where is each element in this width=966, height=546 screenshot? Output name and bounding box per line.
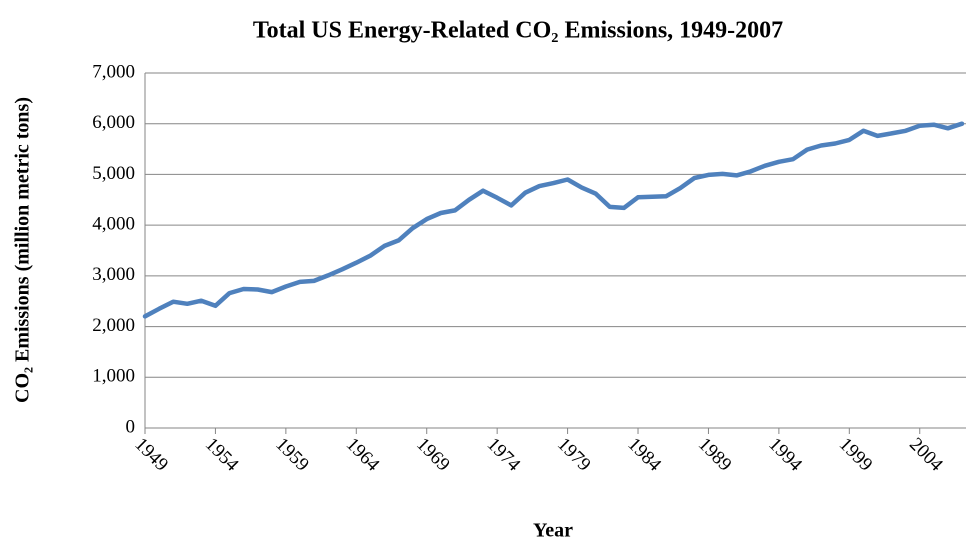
x-tick-label: 1999 [835, 434, 877, 476]
x-tick-label: 1994 [764, 434, 806, 476]
x-tick-label: 1984 [623, 434, 665, 476]
chart-title: Total US Energy-Related CO₂ Emissions, 1… [253, 18, 783, 44]
y-tick-label: 1,000 [92, 366, 135, 387]
y-axis-label: CO₂ Emissions (million metric tons) [12, 97, 34, 403]
x-tick-label: 1989 [694, 434, 736, 476]
y-tick-label: 0 [126, 416, 136, 437]
x-tick-label: 1969 [412, 434, 454, 476]
x-tick-label: 1949 [130, 434, 172, 476]
x-tick-label: 1979 [553, 434, 595, 476]
x-tick-label: 2004 [905, 434, 947, 476]
y-tick-label: 5,000 [92, 163, 135, 184]
x-axis-label: Year [533, 520, 573, 542]
x-tick-label: 1959 [271, 434, 313, 476]
y-tick-label: 3,000 [92, 264, 135, 285]
line-series [142, 121, 965, 319]
y-tick-label: 6,000 [92, 112, 135, 133]
y-tick-label: 4,000 [92, 214, 135, 235]
x-tick-label: 1974 [483, 434, 525, 476]
x-tick-label: 1964 [342, 434, 384, 476]
y-tick-label: 2,000 [92, 315, 135, 336]
x-tick-label: 1954 [201, 434, 243, 476]
y-tick-label: 7,000 [92, 61, 135, 82]
